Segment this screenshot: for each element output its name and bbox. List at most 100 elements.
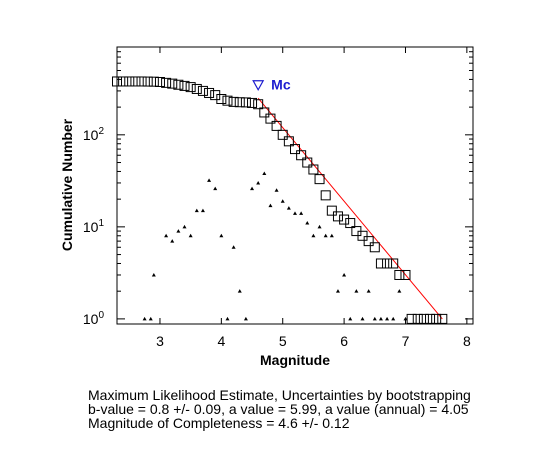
cumulative-point — [290, 144, 300, 155]
y-tick-label-exponent: 1 — [98, 218, 104, 229]
noncumulative-point — [299, 211, 304, 215]
cumulative-point — [265, 113, 276, 124]
noncumulative-point — [342, 272, 347, 277]
x-axis-title: Magnitude — [260, 352, 330, 368]
y-tick-label-exponent: 2 — [98, 126, 104, 137]
cumulative-point — [240, 97, 251, 108]
cumulative-point — [222, 95, 233, 106]
noncumulative-point — [151, 272, 156, 277]
caption-completeness: Magnitude of Completeness = 4.6 +/- 0.12 — [88, 415, 350, 431]
plot-frame — [116, 46, 474, 325]
cumulative-point — [363, 236, 374, 247]
cumulative-point — [308, 164, 319, 175]
cumulative-point — [234, 97, 245, 108]
cumulative-point — [345, 218, 356, 229]
noncumulative-point — [176, 229, 181, 233]
cumulative-point — [382, 258, 393, 269]
cumulative-point — [124, 76, 135, 87]
cumulative-point — [136, 76, 147, 87]
axis-ticks — [117, 46, 473, 324]
noncumulative-point — [231, 245, 236, 249]
noncumulative-point — [262, 171, 267, 175]
noncumulative-point — [317, 224, 322, 229]
cumulative-point — [283, 136, 294, 147]
noncumulative-point — [225, 316, 230, 321]
noncumulative-point — [250, 186, 255, 191]
cumulative-point — [406, 313, 417, 324]
cumulative-point — [431, 313, 442, 324]
y-tick-label-base: 10 — [83, 311, 99, 327]
caption-b-value: b-value = 0.8 +/- 0.09, a value = 5.99, … — [88, 401, 469, 417]
cumulative-point — [375, 258, 386, 269]
y-tick-label: 102 — [83, 126, 105, 143]
x-tick-labels: 3 4 5 6 7 8 — [156, 333, 471, 349]
noncumulative-point — [194, 208, 199, 213]
x-tick-label: 4 — [217, 333, 225, 349]
noncumulative-point — [142, 316, 147, 321]
noncumulative-point — [219, 233, 224, 238]
mc-marker — [252, 80, 265, 91]
cumulative-point — [228, 96, 239, 107]
cumulative-point — [253, 99, 264, 110]
cumulative-point — [302, 157, 313, 168]
cumulative-point — [296, 150, 307, 161]
y-axis-title: Cumulative Number — [59, 118, 75, 251]
cumulative-point — [412, 313, 423, 324]
cumulative-point — [197, 85, 208, 96]
cumulative-point — [148, 76, 159, 87]
noncumulative-point — [286, 206, 291, 210]
noncumulative-point — [323, 233, 328, 238]
noncumulative-point — [237, 289, 242, 293]
cumulative-point — [173, 79, 184, 90]
noncumulative-point — [385, 316, 390, 321]
noncumulative-point — [200, 208, 205, 213]
noncumulative-point — [274, 188, 279, 192]
fit-line — [257, 97, 443, 320]
noncumulative-point — [348, 316, 353, 321]
cumulative-point — [216, 94, 227, 105]
cumulative-point — [167, 78, 178, 89]
x-tick-label: 5 — [279, 333, 287, 349]
noncumulative-point — [366, 289, 371, 293]
y-tick-label: 100 — [83, 310, 105, 327]
noncumulative-point — [170, 239, 175, 243]
y-tick-label: 101 — [83, 218, 105, 235]
caption: Maximum Likelihood Estimate, Uncertainti… — [88, 388, 471, 430]
noncumulative-point — [243, 316, 248, 321]
noncumulative-point — [335, 289, 340, 293]
noncumulative-point — [372, 316, 377, 321]
cumulative-point — [204, 87, 215, 98]
data-marks: Mc — [112, 76, 448, 324]
noncumulative-point — [164, 233, 169, 238]
noncumulative-point — [403, 316, 408, 321]
noncumulative-point — [391, 316, 396, 321]
cumulative-point — [210, 90, 221, 101]
x-tick-label: 3 — [156, 333, 164, 349]
y-tick-label-base: 10 — [83, 219, 99, 235]
noncumulative-point — [354, 289, 359, 293]
y-tick-label-exponent: 0 — [98, 310, 104, 321]
y-tick-label-base: 10 — [83, 127, 99, 143]
cumulative-point — [394, 269, 405, 280]
cumulative-point — [332, 211, 343, 222]
cumulative-point — [314, 174, 325, 185]
cumulative-point — [326, 205, 337, 216]
noncumulative-point — [182, 224, 187, 229]
noncumulative-point — [378, 316, 383, 321]
cumulative-point — [179, 80, 190, 91]
cumulative-point — [191, 83, 202, 94]
cumulative-point — [277, 129, 288, 140]
noncumulative-point — [311, 233, 316, 238]
cumulative-point — [259, 107, 270, 118]
cumulative-point — [357, 230, 368, 241]
cumulative-point — [437, 313, 448, 324]
cumulative-point — [130, 76, 141, 87]
noncumulative-point — [256, 180, 261, 185]
cumulative-point — [161, 77, 172, 88]
noncumulative-point — [360, 316, 365, 321]
cumulative-point — [339, 214, 350, 225]
noncumulative-point — [305, 221, 310, 225]
cumulative-point — [369, 242, 380, 253]
cumulative-point — [154, 76, 165, 87]
